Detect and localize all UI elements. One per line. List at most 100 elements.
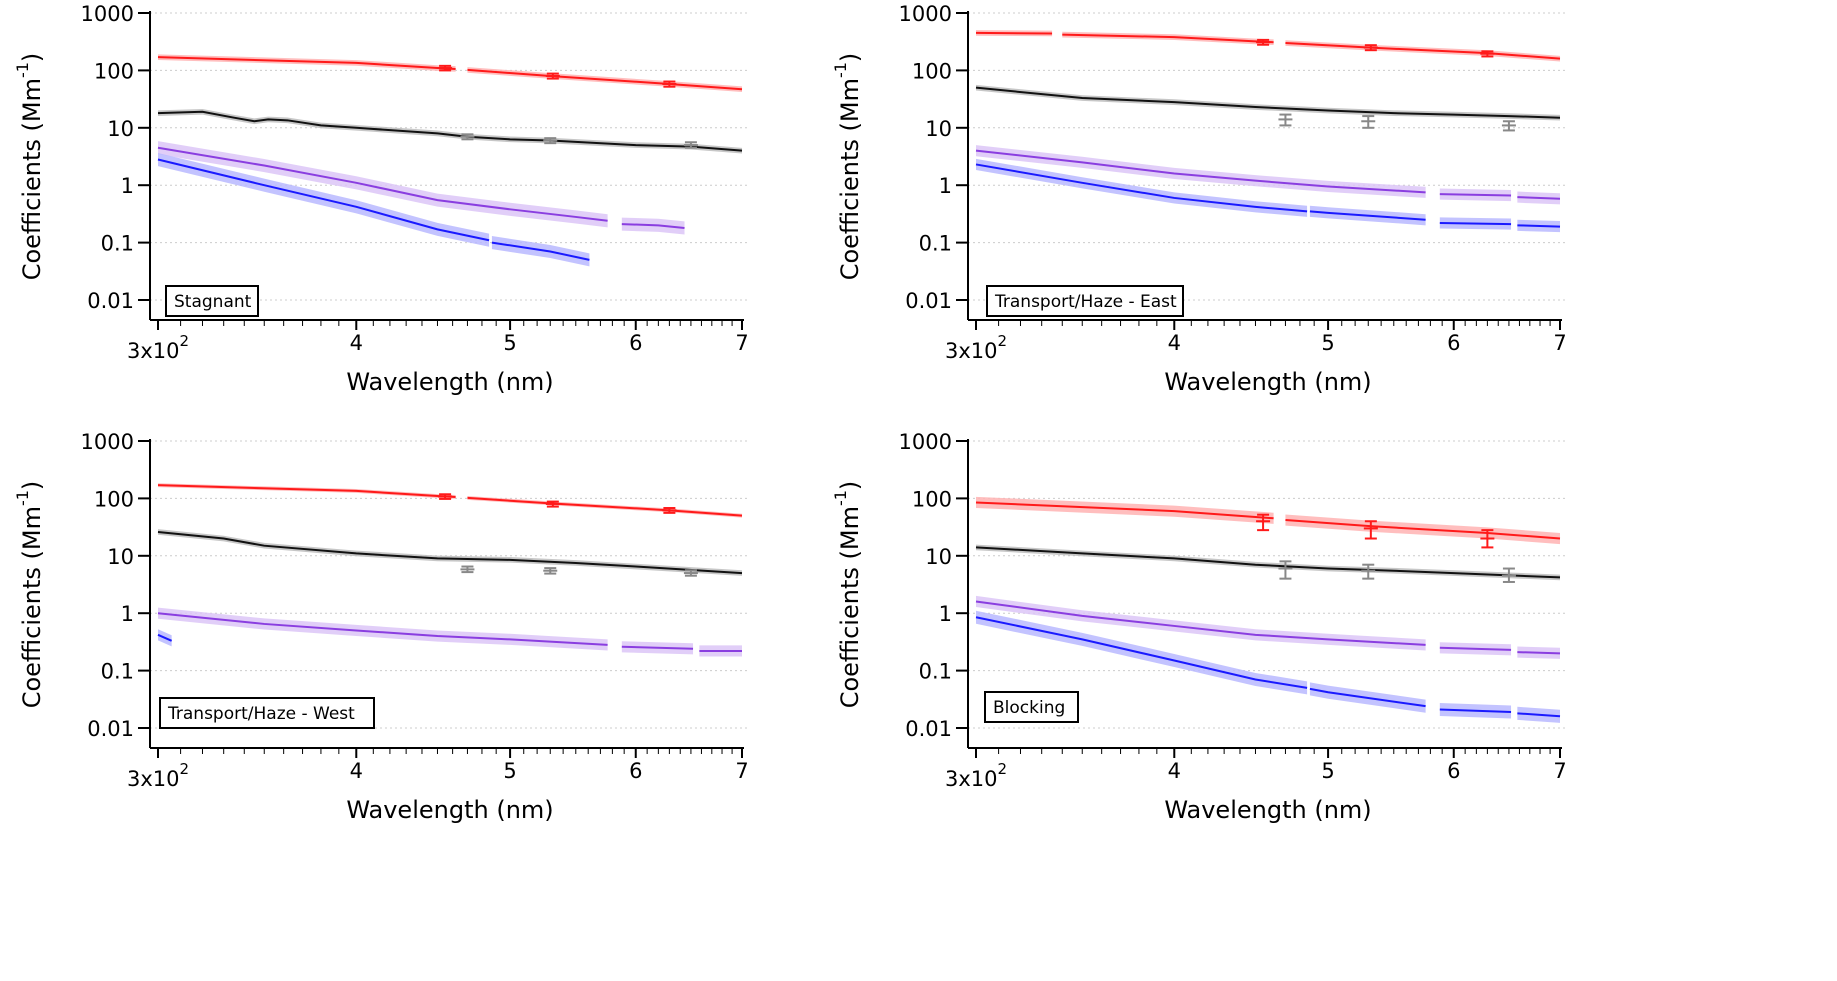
panel-2: 1000 100 10 1 0.1 0.01 3x102 4 5 6 7 Wavelength (nm… bbox=[831, 2, 1567, 396]
y-tick-label: 1 bbox=[121, 174, 134, 198]
purple-series-line bbox=[975, 600, 1426, 646]
x-tick-label: 5 bbox=[503, 331, 516, 355]
blue-series-line bbox=[975, 163, 1308, 213]
purple-series-line bbox=[621, 223, 685, 229]
blue-series-line bbox=[1439, 221, 1512, 226]
y-tick-label: 0.01 bbox=[87, 717, 134, 741]
blue-series-line bbox=[157, 633, 173, 642]
y-tick-label: 0.01 bbox=[905, 717, 952, 741]
blue-series-line bbox=[1517, 224, 1561, 228]
x-tick-label: 3x102 bbox=[127, 760, 189, 791]
purple-uncertainty-band bbox=[158, 141, 608, 228]
purple-series-line bbox=[621, 645, 694, 650]
x-tick-label: 3x102 bbox=[945, 760, 1007, 791]
legend-label: Stagnant bbox=[174, 292, 252, 312]
legend-box bbox=[159, 697, 375, 729]
x-tick-label: 7 bbox=[735, 331, 748, 355]
red-series-line bbox=[1285, 42, 1561, 60]
black-series-line bbox=[157, 530, 743, 575]
y-tick-label: 10 bbox=[107, 545, 134, 569]
x-tick-label: 3x102 bbox=[945, 332, 1007, 363]
x-tick-label: 6 bbox=[629, 759, 642, 783]
y-tick-label: 0.1 bbox=[919, 232, 952, 256]
red-series-line bbox=[467, 496, 743, 517]
purple-uncertainty-band bbox=[158, 607, 608, 651]
panel-1: 1000 100 10 1 0.1 0.01 3x102 4 5 6 7 Wavelength (nm… bbox=[13, 2, 749, 396]
black-series-line bbox=[975, 546, 1561, 579]
y-axis-label: Coefficients (Mm-1) bbox=[13, 481, 46, 709]
black-uncertainty-band bbox=[158, 529, 742, 576]
x-tick-label: 4 bbox=[1168, 759, 1181, 783]
y-axis-label: Coefficients (Mm-1) bbox=[831, 53, 864, 281]
y-tick-label: 100 bbox=[94, 487, 134, 511]
y-tick-label: 0.01 bbox=[87, 289, 134, 313]
y-tick-label: 1000 bbox=[899, 2, 952, 26]
purple-series-line bbox=[975, 149, 1426, 194]
y-tick-label: 100 bbox=[912, 59, 952, 83]
purple-series-line bbox=[157, 612, 608, 646]
legend-label: Blocking bbox=[993, 698, 1065, 718]
legend-label: Transport/Haze - East bbox=[994, 292, 1177, 312]
legend-label: Transport/Haze - West bbox=[167, 704, 355, 724]
x-tick-label: 6 bbox=[629, 331, 642, 355]
x-tick-label: 7 bbox=[735, 759, 748, 783]
legend-box bbox=[986, 285, 1184, 317]
black-series-line bbox=[975, 86, 1561, 119]
x-tick-label: 5 bbox=[503, 759, 516, 783]
red-series-line bbox=[1285, 519, 1561, 540]
y-tick-label: 1 bbox=[939, 174, 952, 198]
x-axis-label: Wavelength (nm) bbox=[346, 368, 553, 396]
red-series-line bbox=[975, 31, 1053, 35]
blue-series-line bbox=[1517, 712, 1561, 718]
x-tick-label: 6 bbox=[1447, 759, 1460, 783]
x-tick-label: 4 bbox=[350, 759, 363, 783]
black-series-line bbox=[157, 110, 743, 152]
blue-series-line bbox=[1439, 708, 1512, 713]
legend-box bbox=[165, 285, 259, 317]
blue-series-line bbox=[975, 616, 1308, 689]
x-axis-label: Wavelength (nm) bbox=[346, 796, 553, 824]
y-tick-label: 10 bbox=[925, 545, 952, 569]
y-tick-label: 0.1 bbox=[919, 660, 952, 684]
purple-series-line bbox=[1439, 193, 1512, 197]
y-tick-label: 10 bbox=[107, 117, 134, 141]
x-tick-label: 5 bbox=[1321, 759, 1334, 783]
y-tick-label: 10 bbox=[925, 117, 952, 141]
x-axis-label: Wavelength (nm) bbox=[1164, 368, 1371, 396]
y-tick-label: 100 bbox=[94, 59, 134, 83]
red-series-line bbox=[467, 68, 743, 91]
y-tick-label: 1 bbox=[939, 602, 952, 626]
y-tick-label: 100 bbox=[912, 487, 952, 511]
y-tick-label: 0.01 bbox=[905, 289, 952, 313]
panel-4: 1000 100 10 1 0.1 0.01 3x102 4 5 6 7 Wavelength (nm… bbox=[831, 430, 1567, 824]
y-tick-label: 1000 bbox=[899, 430, 952, 454]
blue-series-line bbox=[1309, 687, 1426, 708]
y-axis-label: Coefficients (Mm-1) bbox=[13, 53, 46, 281]
blue-series-line bbox=[491, 241, 590, 261]
blue-series-line bbox=[1309, 210, 1426, 221]
y-tick-label: 0.1 bbox=[101, 232, 134, 256]
red-uncertainty-band bbox=[976, 496, 1274, 524]
purple-series-line bbox=[1517, 196, 1561, 200]
purple-series-line bbox=[157, 146, 608, 222]
y-tick-label: 1 bbox=[121, 602, 134, 626]
y-tick-label: 0.1 bbox=[101, 660, 134, 684]
purple-uncertainty-band bbox=[976, 595, 1426, 651]
blue-series-line bbox=[157, 158, 490, 242]
black-uncertainty-band bbox=[158, 108, 742, 154]
x-tick-label: 5 bbox=[1321, 331, 1334, 355]
black-uncertainty-band bbox=[976, 544, 1560, 581]
x-tick-label: 7 bbox=[1553, 759, 1566, 783]
y-tick-label: 1000 bbox=[81, 430, 134, 454]
black-uncertainty-band bbox=[976, 84, 1560, 121]
purple-series-line bbox=[1517, 651, 1561, 655]
x-tick-label: 4 bbox=[350, 331, 363, 355]
red-uncertainty-band bbox=[1062, 31, 1274, 46]
x-axis-label: Wavelength (nm) bbox=[1164, 796, 1371, 824]
red-series-line bbox=[975, 501, 1274, 520]
y-axis-label: Coefficients (Mm-1) bbox=[831, 481, 864, 709]
x-tick-label: 6 bbox=[1447, 331, 1460, 355]
blue-uncertainty-band bbox=[491, 236, 590, 267]
panel-3: 1000 100 10 1 0.1 0.01 3x102 4 5 6 7 Wavelength (nm… bbox=[13, 430, 749, 824]
